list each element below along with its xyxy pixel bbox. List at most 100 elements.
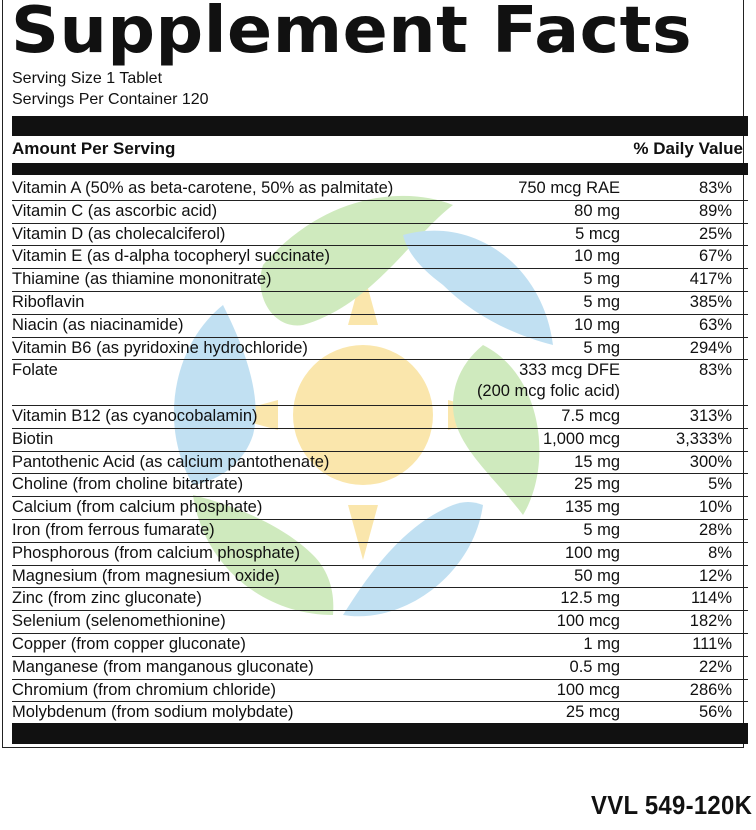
nutrient-daily-value: 417% xyxy=(689,270,732,289)
nutrient-amount-sub: (200 mcg folic acid) xyxy=(476,382,620,401)
nutrient-daily-value: 25% xyxy=(698,224,732,243)
nutrient-row: Chromium (from chromium chloride) 100 mc… xyxy=(12,680,748,703)
nutrient-daily-value: 114% xyxy=(691,589,732,608)
nutrient-daily-value: 313% xyxy=(689,406,732,425)
daily-value-header: % Daily Value xyxy=(633,139,743,158)
nutrient-amount: 25 mg xyxy=(574,475,620,494)
nutrient-daily-value: 286% xyxy=(689,680,732,699)
nutrient-name: Thiamine (as thiamine mononitrate) xyxy=(12,270,272,289)
nutrient-amount: 135 mg xyxy=(564,498,620,517)
nutrient-amount: 5 mg xyxy=(583,338,620,357)
nutrient-daily-value: 89% xyxy=(698,201,732,220)
nutrient-row: Niacin (as niacinamide) 10 mg 63% xyxy=(12,315,748,338)
nutrient-name: Riboflavin xyxy=(12,292,85,311)
nutrient-daily-value: 3,333% xyxy=(676,429,732,448)
nutrient-name: Niacin (as niacinamide) xyxy=(12,315,184,334)
nutrient-amount: 5 mg xyxy=(583,292,620,311)
nutrient-name: Folate xyxy=(12,361,58,380)
nutrient-amount: 50 mg xyxy=(574,566,620,585)
panel-title: Supplement Facts xyxy=(11,0,693,68)
nutrient-amount: 80 mg xyxy=(574,201,620,220)
nutrient-amount: 0.5 mg xyxy=(569,657,620,676)
nutrient-row: Biotin 1,000 mcg 3,333% xyxy=(12,429,748,452)
nutrient-amount: 5 mg xyxy=(583,270,620,289)
nutrient-name: Vitamin C (as ascorbic acid) xyxy=(12,201,218,220)
nutrient-amount: 333 mcg DFE xyxy=(519,361,620,380)
nutrient-name: Zinc (from zinc gluconate) xyxy=(12,589,202,608)
nutrient-name: Vitamin D (as cholecalciferol) xyxy=(12,224,226,243)
nutrient-daily-value: 83% xyxy=(698,179,732,197)
amount-per-serving-header: Amount Per Serving xyxy=(12,139,176,158)
nutrient-amount: 5 mcg xyxy=(575,224,620,243)
supplement-facts-panel: Supplement Facts Serving Size 1 Tablet S… xyxy=(2,0,748,748)
nutrient-row: Choline (from choline bitartrate) 25 mg … xyxy=(12,474,748,498)
nutrient-amount: 25 mcg xyxy=(565,703,620,722)
nutrient-row: Folate 333 mcg DFE (200 mcg folic acid) … xyxy=(12,360,748,406)
nutrient-row: Molybdenum (from sodium molybdate) 25 mc… xyxy=(12,702,748,725)
nutrient-daily-value: 12% xyxy=(698,566,732,585)
nutrient-amount: 12.5 mg xyxy=(560,589,620,608)
nutrient-amount: 15 mg xyxy=(574,452,620,471)
nutrient-name: Magnesium (from magnesium oxide) xyxy=(12,566,280,585)
nutrient-row: Thiamine (as thiamine mononitrate) 5 mg … xyxy=(12,269,748,292)
nutrient-row: Vitamin B6 (as pyridoxine hydrochloride)… xyxy=(12,338,748,361)
nutrient-row: Manganese (from manganous gluconate) 0.5… xyxy=(12,657,748,680)
nutrient-name: Molybdenum (from sodium molybdate) xyxy=(12,703,294,722)
nutrient-row: Selenium (selenomethionine) 100 mcg 182% xyxy=(12,611,748,634)
nutrient-name: Phosphorous (from calcium phosphate) xyxy=(12,543,300,562)
nutrient-name: Chromium (from chromium chloride) xyxy=(12,680,277,699)
nutrient-amount: 10 mg xyxy=(574,247,620,266)
nutrient-name: Biotin xyxy=(12,429,54,448)
nutrient-daily-value: 111% xyxy=(692,634,732,653)
nutrient-name: Iron (from ferrous fumarate) xyxy=(12,520,215,539)
product-code: VVL 549-120K xyxy=(590,790,752,820)
nutrient-name: Manganese (from manganous gluconate) xyxy=(12,657,314,676)
nutrient-row: Magnesium (from magnesium oxide) 50 mg 1… xyxy=(12,566,748,589)
nutrient-amount: 10 mg xyxy=(574,315,620,334)
nutrient-daily-value: 28% xyxy=(698,520,732,539)
nutrient-row: Vitamin D (as cholecalciferol) 5 mcg 25% xyxy=(12,224,748,247)
nutrient-amount: 7.5 mcg xyxy=(561,406,620,425)
serving-size: Serving Size 1 Tablet xyxy=(12,70,163,87)
nutrient-row: Zinc (from zinc gluconate) 12.5 mg 114% xyxy=(12,588,748,612)
nutrient-amount: 100 mcg xyxy=(556,680,620,699)
nutrient-row: Calcium (from calcium phosphate) 135 mg … xyxy=(12,497,748,520)
nutrient-name: Calcium (from calcium phosphate) xyxy=(12,498,263,517)
nutrient-daily-value: 300% xyxy=(689,452,732,471)
nutrient-row: Vitamin E (as d-alpha tocopheryl succina… xyxy=(12,246,748,270)
nutrient-row: Pantothenic Acid (as calcium pantothenat… xyxy=(12,452,748,475)
nutrient-daily-value: 8% xyxy=(708,543,732,562)
nutrient-row: Iron (from ferrous fumarate) 5 mg 28% xyxy=(12,520,748,543)
nutrient-name: Vitamin A (50% as beta-carotene, 50% as … xyxy=(12,179,394,197)
thick-divider-middle xyxy=(12,163,748,175)
nutrient-name: Pantothenic Acid (as calcium pantothenat… xyxy=(12,452,330,471)
nutrient-amount: 750 mcg RAE xyxy=(518,179,620,197)
nutrient-daily-value: 67% xyxy=(698,247,732,266)
nutrient-name: Selenium (selenomethionine) xyxy=(12,612,226,631)
nutrient-row: Riboflavin 5 mg 385% xyxy=(12,292,748,315)
nutrient-name: Choline (from choline bitartrate) xyxy=(12,475,244,494)
nutrient-row: Vitamin A (50% as beta-carotene, 50% as … xyxy=(12,178,748,201)
nutrient-name: Vitamin E (as d-alpha tocopheryl succina… xyxy=(12,247,330,266)
thick-divider-bottom xyxy=(12,723,748,744)
nutrient-row: Phosphorous (from calcium phosphate) 100… xyxy=(12,543,748,566)
nutrient-amount: 5 mg xyxy=(583,520,620,539)
nutrient-row: Vitamin C (as ascorbic acid) 80 mg 89% xyxy=(12,201,748,224)
nutrient-daily-value: 22% xyxy=(698,657,732,676)
nutrient-daily-value: 83% xyxy=(698,361,732,380)
nutrient-daily-value: 63% xyxy=(698,315,732,334)
nutrient-amount: 1,000 mcg xyxy=(542,429,620,448)
nutrient-amount: 1 mg xyxy=(583,634,620,653)
nutrient-daily-value: 10% xyxy=(698,498,732,517)
nutrient-daily-value: 5% xyxy=(708,475,732,494)
nutrient-row: Copper (from copper gluconate) 1 mg 111% xyxy=(12,634,748,657)
nutrient-daily-value: 182% xyxy=(689,612,732,631)
nutrient-amount: 100 mcg xyxy=(556,612,620,631)
nutrient-name: Vitamin B6 (as pyridoxine hydrochloride) xyxy=(12,338,308,357)
thick-divider-top xyxy=(12,116,748,136)
nutrient-daily-value: 56% xyxy=(698,703,732,722)
nutrient-amount: 100 mg xyxy=(564,543,620,562)
servings-per-container: Servings Per Container 120 xyxy=(12,91,209,108)
nutrient-row: Vitamin B12 (as cyanocobalamin) 7.5 mcg … xyxy=(12,406,748,429)
nutrient-table: Vitamin A (50% as beta-carotene, 50% as … xyxy=(12,178,748,725)
